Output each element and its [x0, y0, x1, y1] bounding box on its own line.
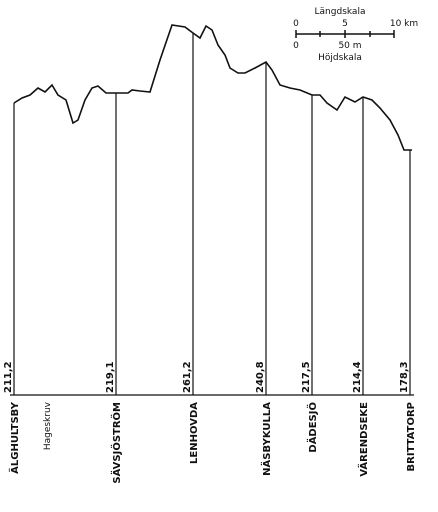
station-name: ÄLGHULTSBY: [7, 401, 21, 474]
station-name: LENHOVDA: [189, 402, 200, 464]
length-tick: 10 km: [390, 19, 418, 29]
height-scale-title: Höjdskala: [318, 53, 362, 63]
station-elevation: 240,8: [255, 361, 266, 393]
station-elevation: 214,4: [352, 361, 363, 393]
scale-bar: [295, 30, 395, 38]
station-name: Hageskruv: [43, 401, 53, 450]
station-name: NÄSBYKULLA: [259, 402, 273, 476]
station-name: BRITTATORP: [406, 402, 417, 471]
height-tick: 0: [293, 41, 299, 51]
station-elevation: 178,3: [399, 361, 410, 393]
height-tick: 50 m: [338, 41, 361, 51]
length-tick: 0: [293, 19, 299, 29]
station-elevation: 219,1: [105, 361, 116, 393]
station-name: VÄRENDSEKE: [356, 402, 370, 477]
station-elevation: 211,2: [3, 361, 14, 393]
length-tick: 5: [342, 19, 348, 29]
station-elevation: 217,5: [301, 361, 312, 393]
length-scale-title: Längdskala: [315, 7, 366, 17]
station-name: DÄDESJÖ: [305, 402, 319, 453]
station-name: SÄVSJÖSTRÖM: [109, 402, 123, 484]
profile-line: [13, 24, 412, 151]
station-elevation: 261,2: [182, 361, 193, 393]
